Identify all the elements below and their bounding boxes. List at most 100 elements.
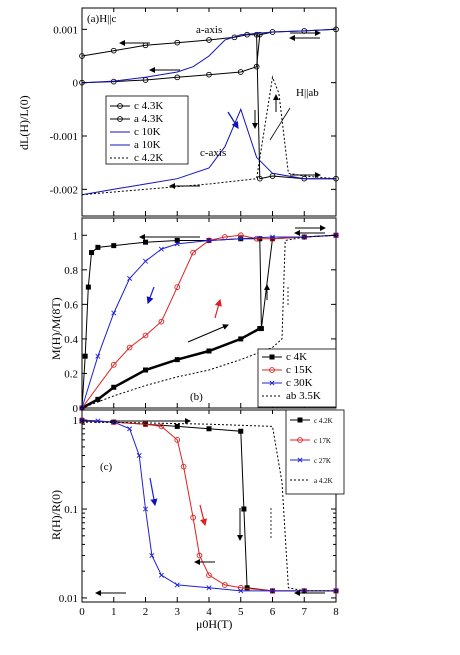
legend-marker	[269, 380, 275, 386]
legend-marker	[117, 103, 123, 109]
data-point	[206, 71, 212, 78]
data-point	[256, 31, 263, 38]
data-point	[158, 423, 165, 430]
panel-a-ylabel: dL(H)/L(0)	[17, 95, 31, 150]
panel-a-arrows	[119, 30, 321, 189]
data-point	[89, 250, 95, 256]
ytick-label: 1	[73, 415, 79, 427]
legend-label: a 4.2K	[314, 477, 333, 485]
data-point	[85, 284, 91, 290]
data-point	[95, 396, 101, 402]
panel-c-label: (c)	[100, 461, 113, 473]
data-point	[258, 326, 264, 332]
panel-a: (a)H||c 0.001 0 -0.001 -0.002 dL(H)/L(0) a-…	[17, 7, 339, 217]
data-point	[190, 249, 196, 256]
series-ab-3.5K	[81, 234, 337, 409]
legend-label: c 10K	[134, 126, 161, 138]
series-c-4.2K	[81, 75, 337, 196]
data-point	[222, 582, 228, 588]
data-point	[174, 74, 181, 81]
data-point	[253, 31, 260, 38]
series-line	[81, 419, 336, 592]
panel-a-yticks: 0.001 0 -0.001 -0.002	[50, 8, 337, 216]
series-line	[81, 234, 337, 409]
data-point	[206, 237, 212, 243]
data-point	[206, 585, 212, 591]
data-point	[126, 344, 133, 351]
panel-b-series	[79, 232, 339, 411]
panel-b-label: (b)	[190, 391, 203, 403]
series-line	[81, 75, 337, 196]
series-line	[81, 107, 336, 196]
data-point	[136, 452, 142, 459]
legend-label: c 4.2K	[314, 417, 333, 425]
data-point	[143, 367, 148, 373]
data-point	[174, 423, 180, 429]
data-point	[174, 437, 181, 443]
data-point	[174, 357, 180, 363]
panel-c-legend: c 4.2K c 17K c 27K a 4.2K	[285, 409, 345, 495]
ytick-label: 0.1	[64, 504, 78, 516]
data-point	[190, 514, 196, 521]
label-c-axis: c-axis	[200, 147, 226, 159]
series-line	[81, 234, 337, 409]
data-point	[149, 552, 155, 559]
data-point	[111, 384, 117, 390]
data-point	[237, 69, 244, 75]
data-point	[142, 332, 149, 339]
xtick-label: 5	[238, 606, 244, 618]
data-point	[174, 284, 181, 290]
data-point	[237, 232, 244, 239]
legend-label: c 30K	[286, 377, 313, 389]
panel-c-ylabel: R(H)/R(0)	[49, 490, 63, 540]
panel-b-ylabel: M(H)/M(8T)	[49, 297, 63, 360]
data-point	[206, 426, 212, 432]
legend-label: a 10K	[134, 139, 161, 151]
data-point	[253, 235, 260, 242]
data-point	[110, 47, 117, 54]
data-point	[253, 63, 260, 70]
ytick-label: 1	[73, 230, 79, 242]
data-point	[256, 175, 263, 182]
ytick-label: -0.002	[50, 184, 78, 196]
data-point	[174, 241, 180, 247]
panel-c-xlabel: μ0H(T)	[196, 617, 232, 631]
panel-c-xticks: 0 1 2 3 4 5 6 7 8	[79, 410, 339, 618]
series-a-10K	[81, 28, 337, 84]
xtick-label: 1	[111, 606, 117, 618]
panel-b-arrows	[139, 225, 326, 343]
xtick-label: 3	[175, 606, 181, 618]
legend-label: c 17K	[314, 437, 331, 445]
legend-label: c 27K	[314, 457, 331, 465]
xtick-label: 7	[302, 606, 308, 618]
legend-marker	[297, 437, 303, 443]
panel-a-label: (a)H||c	[87, 13, 117, 25]
xtick-label: 8	[333, 606, 339, 618]
legend-marker	[269, 367, 275, 373]
data-point	[269, 235, 276, 242]
legend-marker	[297, 457, 303, 463]
legend-label: c 4.3K	[134, 100, 163, 112]
legend-marker	[269, 354, 275, 360]
data-point	[196, 552, 203, 559]
data-point	[79, 53, 85, 59]
panel-b: (b) 0 0.2 0.4 0.6 0.8 1 M(H)/M(8T) c 4Kc 15Kc…	[49, 217, 339, 415]
ytick-label: 0	[73, 403, 79, 415]
xtick-label: 2	[143, 606, 149, 618]
xtick-label: 6	[270, 606, 276, 618]
data-point	[206, 572, 212, 579]
label-a-axis: a-axis	[196, 24, 222, 36]
data-point	[95, 353, 101, 359]
data-point	[82, 353, 88, 359]
panel-a-series	[79, 26, 339, 196]
data-point	[95, 244, 101, 250]
data-point	[158, 572, 164, 578]
ytick-label: 0.6	[64, 299, 78, 311]
data-point	[111, 243, 117, 249]
series-c-27K	[79, 417, 339, 594]
legend-marker	[117, 116, 123, 122]
data-point	[206, 37, 212, 43]
